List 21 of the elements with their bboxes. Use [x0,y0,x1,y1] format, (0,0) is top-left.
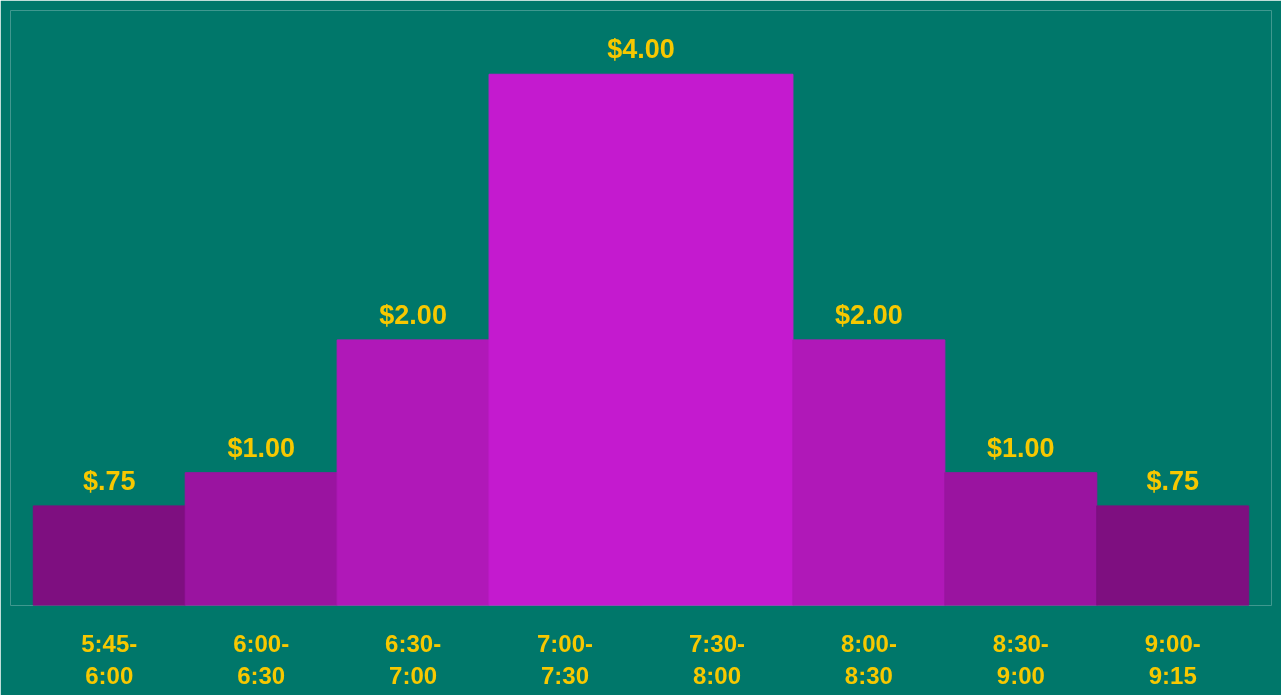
x-tick-label: 7:00- 7:30 [537,629,594,689]
data-label: $2.00 [379,299,447,330]
data-label: $.75 [82,465,136,496]
data-label: $.75 [1146,465,1200,496]
x-tick-label: 6:00- 6:30 [233,629,290,689]
data-label: $1.00 [227,432,295,463]
bar [336,339,490,606]
bar [1096,505,1250,606]
bar [184,472,338,606]
x-tick-label: 8:30- 9:00 [992,629,1049,689]
x-tick-label: 7:30- 8:00 [688,629,745,689]
bar [792,339,946,606]
x-tick-label: 6:30- 7:00 [385,629,442,689]
data-label: $2.00 [835,299,903,330]
x-tick-label: 5:45- 6:00 [81,629,138,689]
data-label: $1.00 [987,432,1055,463]
data-label: $4.00 [607,34,675,65]
bar [944,472,1098,606]
x-tick-label: 9:00- 9:15 [1144,629,1201,689]
bar [32,505,186,606]
x-tick-label: 8:00- 8:30 [840,629,897,689]
